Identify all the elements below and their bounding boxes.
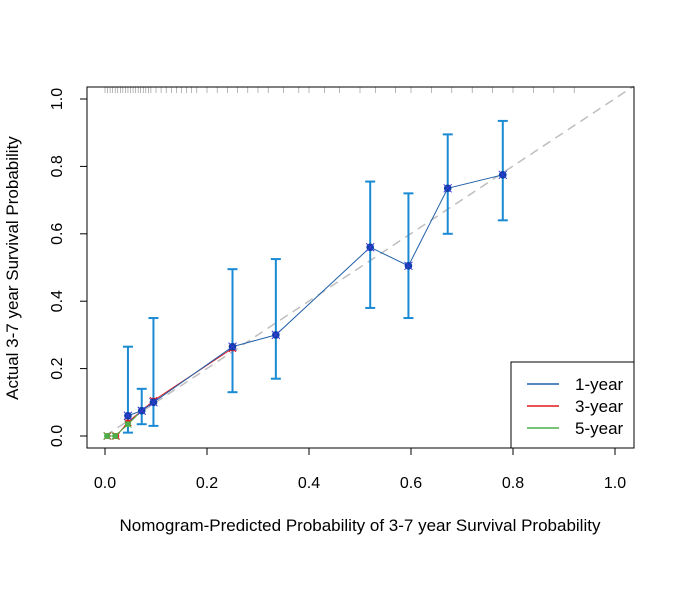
data-point-cross	[111, 432, 120, 440]
series-layer	[103, 119, 508, 440]
error-bar	[270, 258, 281, 380]
x-tick-label: 0.2	[196, 475, 218, 492]
legend-item: 5-year	[527, 419, 624, 438]
x-axis-title: Nomogram-Predicted Probability of 3-7 ye…	[120, 516, 601, 535]
y-tick-label: 0.6	[49, 223, 66, 245]
y-tick-label: 0.2	[49, 357, 66, 379]
legend-label: 1-year	[575, 375, 624, 394]
rug-marks	[104, 87, 575, 93]
series-line	[127, 174, 503, 417]
legend-box	[510, 361, 635, 449]
y-tick-label: 1.0	[49, 88, 66, 110]
x-axis: 0.0 0.2 0.4 0.6 0.8 1.0	[94, 447, 626, 492]
data-point-cross	[123, 411, 133, 421]
data-point-cross	[443, 183, 453, 193]
series-1-year	[123, 170, 508, 421]
legend: 1-year 3-year 5-year	[510, 361, 635, 449]
y-tick-label: 0.4	[49, 290, 66, 312]
y-axis: 0.0 0.2 0.4 0.6 0.8 1.0	[49, 88, 88, 447]
error-bar	[497, 119, 508, 222]
data-point-cross	[228, 342, 237, 352]
series-line	[107, 410, 143, 437]
y-axis-title: Actual 3-7 year Survival Probability	[3, 136, 22, 400]
legend-item: 1-year	[527, 375, 624, 394]
data-point-cross	[365, 242, 375, 252]
x-tick-label: 0.6	[400, 475, 422, 492]
legend-label: 3-year	[575, 397, 624, 416]
data-point-cross	[404, 261, 413, 271]
error-bar	[148, 317, 159, 427]
error-bar	[403, 192, 414, 320]
y-tick-label: 0.8	[49, 155, 66, 177]
data-point-cross	[103, 432, 111, 440]
data-point-cross	[498, 170, 508, 180]
legend-item: 3-year	[527, 397, 624, 416]
data-point-cross	[149, 397, 158, 407]
y-tick-label: 0.0	[49, 425, 66, 447]
error-bar	[136, 387, 147, 426]
data-point-cross	[124, 420, 132, 429]
error-bar	[227, 268, 238, 394]
x-tick-label: 0.8	[502, 475, 524, 492]
data-point-cross	[271, 330, 281, 340]
error-bar	[442, 133, 453, 235]
x-tick-label: 0.0	[94, 475, 116, 492]
data-point-cross	[137, 406, 147, 416]
x-tick-label: 0.4	[298, 475, 320, 492]
legend-label: 5-year	[575, 419, 624, 438]
x-tick-label: 1.0	[604, 475, 626, 492]
